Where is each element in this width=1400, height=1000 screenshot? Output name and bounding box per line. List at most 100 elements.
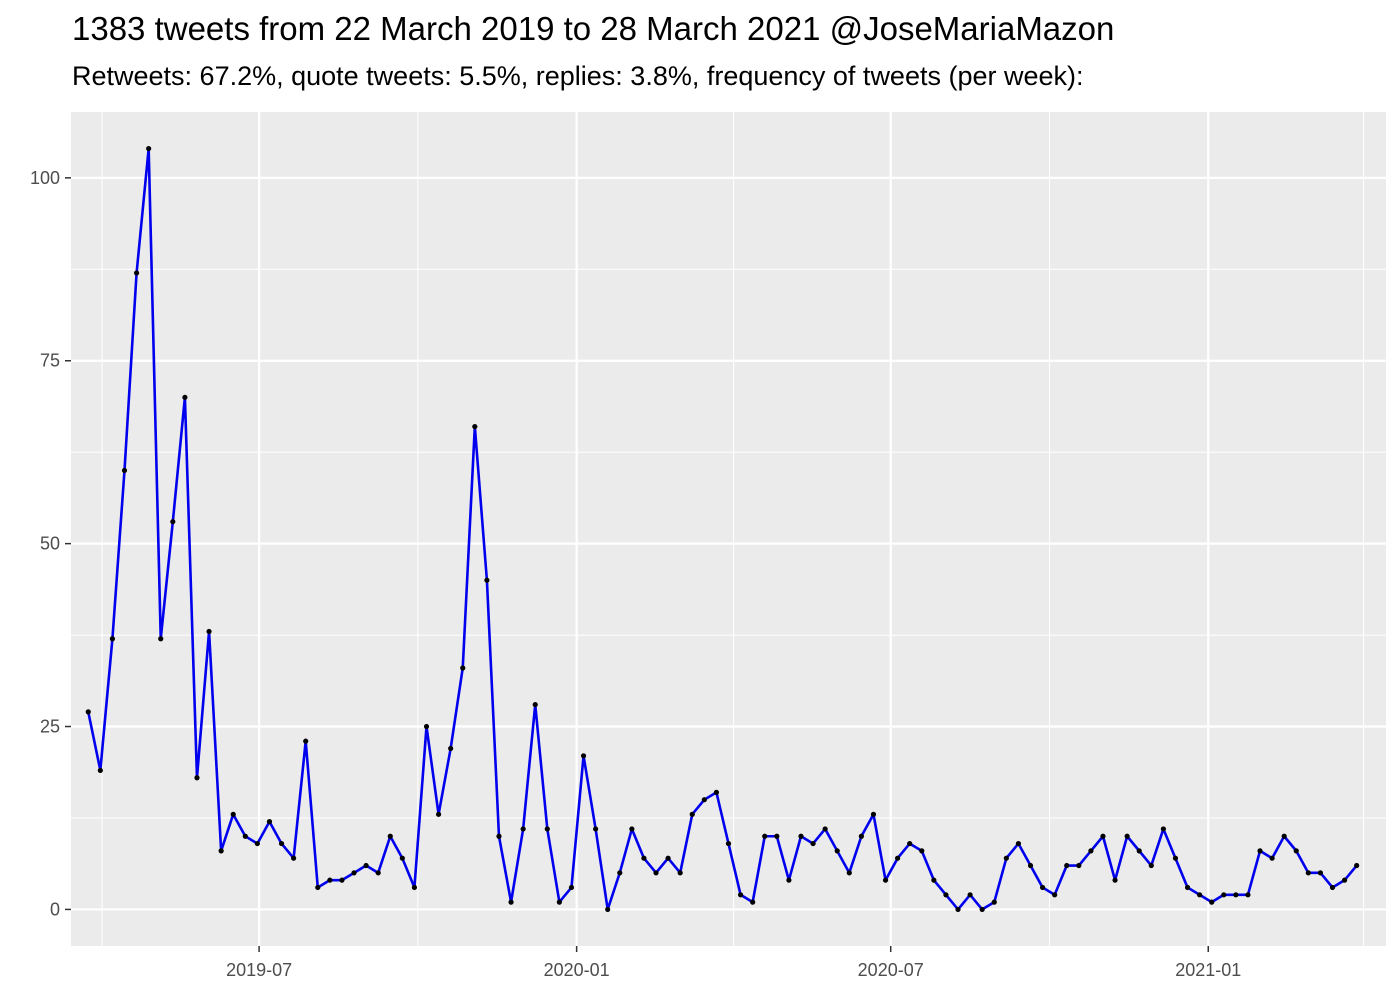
data-point bbox=[931, 877, 937, 883]
data-point bbox=[121, 467, 128, 474]
data-point bbox=[580, 753, 587, 759]
data-point bbox=[170, 519, 176, 525]
data-point bbox=[1269, 855, 1275, 861]
data-point bbox=[266, 819, 273, 825]
data-point bbox=[967, 892, 973, 898]
data-point bbox=[544, 826, 550, 832]
x-tick-label: 2020-07 bbox=[858, 960, 924, 980]
data-point bbox=[133, 270, 140, 276]
data-point bbox=[1317, 870, 1324, 876]
data-point bbox=[1003, 855, 1009, 861]
data-point bbox=[303, 738, 309, 744]
data-point bbox=[1197, 892, 1203, 898]
data-point bbox=[750, 899, 756, 905]
y-tick-labels: 0 25 50 75 100 bbox=[30, 168, 60, 920]
data-point bbox=[146, 145, 152, 152]
data-point bbox=[508, 899, 514, 905]
data-point bbox=[701, 797, 707, 803]
data-point bbox=[1293, 848, 1299, 854]
data-point bbox=[593, 826, 599, 832]
data-point bbox=[484, 577, 490, 583]
data-point bbox=[291, 855, 297, 861]
data-point bbox=[1257, 848, 1263, 854]
data-point bbox=[1027, 862, 1034, 869]
y-tick-label: 75 bbox=[40, 351, 60, 371]
data-point bbox=[194, 775, 200, 781]
data-point bbox=[218, 848, 224, 854]
data-point bbox=[786, 877, 792, 883]
plot-panel bbox=[71, 112, 1386, 946]
axis-ticks bbox=[65, 177, 1210, 952]
data-point bbox=[737, 892, 744, 898]
data-point bbox=[822, 826, 828, 832]
data-point bbox=[375, 870, 381, 876]
data-point bbox=[363, 862, 369, 869]
data-point bbox=[1209, 899, 1215, 905]
data-point bbox=[1341, 877, 1348, 883]
data-point bbox=[858, 833, 864, 839]
data-point bbox=[423, 723, 430, 730]
data-point bbox=[435, 811, 442, 817]
data-point bbox=[713, 789, 720, 795]
data-point bbox=[278, 840, 285, 847]
minor-gridlines bbox=[71, 112, 1386, 946]
data-point bbox=[158, 636, 164, 642]
data-point bbox=[895, 855, 901, 861]
data-point bbox=[1039, 884, 1046, 891]
data-point bbox=[254, 840, 260, 847]
x-tick-label: 2020-01 bbox=[544, 960, 610, 980]
data-point bbox=[206, 628, 212, 635]
x-tick-label: 2019-07 bbox=[226, 960, 292, 980]
data-point bbox=[605, 906, 611, 913]
data-point bbox=[689, 811, 695, 817]
data-point bbox=[665, 855, 671, 861]
data-point bbox=[1281, 833, 1287, 839]
data-point bbox=[1015, 840, 1022, 847]
data-point bbox=[472, 423, 478, 430]
data-point bbox=[1112, 877, 1118, 883]
chart-title: 1383 tweets from 22 March 2019 to 28 Mar… bbox=[72, 10, 1115, 47]
data-point bbox=[339, 877, 345, 883]
data-point bbox=[1160, 826, 1166, 832]
data-point bbox=[399, 855, 405, 861]
data-point bbox=[762, 833, 768, 839]
data-point bbox=[641, 855, 647, 861]
data-point bbox=[242, 833, 248, 839]
data-point bbox=[532, 701, 538, 708]
series-line bbox=[86, 147, 1358, 911]
data-point bbox=[85, 709, 91, 715]
series-points-group bbox=[85, 145, 1360, 913]
data-point bbox=[725, 840, 732, 847]
data-point bbox=[1148, 862, 1154, 869]
data-point bbox=[411, 884, 418, 891]
data-point bbox=[1233, 892, 1239, 898]
y-tick-label: 0 bbox=[50, 899, 60, 919]
data-point bbox=[448, 745, 454, 752]
data-point bbox=[568, 884, 575, 891]
data-point bbox=[1052, 892, 1058, 898]
data-point bbox=[1354, 862, 1360, 869]
data-point bbox=[882, 877, 889, 883]
x-tick-labels: 2019-07 2020-01 2020-07 2021-01 bbox=[226, 960, 1241, 980]
data-point bbox=[1100, 833, 1106, 839]
data-point bbox=[109, 636, 116, 642]
data-point bbox=[979, 906, 985, 913]
data-point bbox=[1305, 870, 1311, 876]
data-point bbox=[1329, 884, 1336, 891]
data-point bbox=[387, 833, 393, 839]
x-tick-label: 2021-01 bbox=[1175, 960, 1241, 980]
data-point bbox=[991, 899, 997, 905]
data-point bbox=[1064, 862, 1070, 869]
data-point bbox=[315, 884, 321, 891]
data-point bbox=[327, 877, 333, 883]
data-point bbox=[460, 665, 466, 671]
data-point bbox=[653, 870, 659, 876]
data-point bbox=[919, 848, 925, 854]
data-point bbox=[810, 840, 816, 847]
data-point bbox=[182, 394, 188, 400]
data-point bbox=[1124, 833, 1130, 839]
chart-subtitle: Retweets: 67.2%, quote tweets: 5.5%, rep… bbox=[72, 61, 1084, 91]
data-point bbox=[1088, 848, 1094, 854]
data-point bbox=[1172, 855, 1179, 861]
